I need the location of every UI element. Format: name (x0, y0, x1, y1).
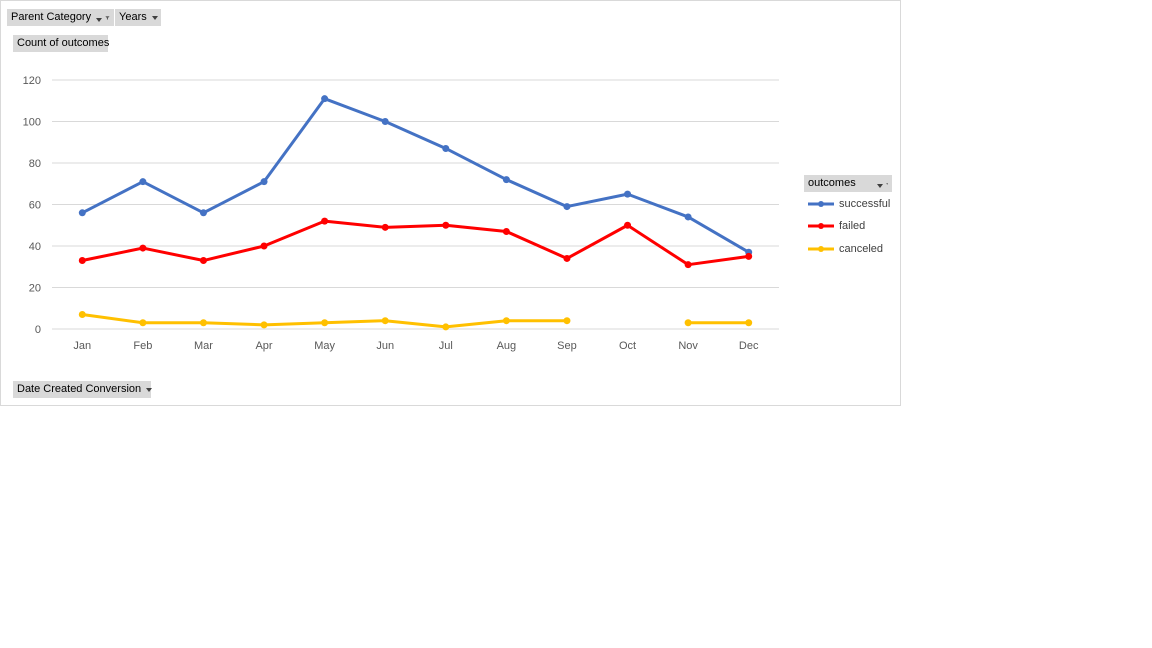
data-point-canceled (381, 317, 389, 325)
x-tick-label: Mar (194, 340, 213, 352)
y-tick-label: 100 (23, 117, 41, 129)
data-point-successful (260, 178, 268, 186)
line-chart-plot: 0 20 40 60 80 100 120 Jan Feb Mar Apr May Jun Jul Aug S… (23, 75, 779, 352)
legend-label-successful: successful (839, 198, 891, 210)
data-point-canceled (321, 319, 329, 327)
x-tick-label: Jan (73, 340, 91, 352)
data-point-canceled (745, 319, 753, 327)
data-point-failed (502, 227, 510, 235)
axis-field-button[interactable]: Date Created Conversion (13, 381, 153, 398)
series-line-failed (80, 219, 751, 267)
pivot-chart: Parent Category Years Count of outcomes … (0, 0, 901, 406)
parent-category-filter-button[interactable]: Parent Category (7, 9, 114, 26)
data-point-successful (78, 209, 86, 217)
data-point-successful (502, 176, 510, 184)
dropdown-arrow-icon (146, 387, 153, 392)
x-tick-label: Jun (376, 340, 394, 352)
data-point-successful (199, 209, 207, 217)
legend-label-failed: failed (839, 220, 866, 232)
data-point-failed (624, 221, 632, 229)
data-point-successful (684, 213, 692, 221)
data-point-failed (321, 217, 329, 225)
data-point-failed (260, 242, 268, 250)
data-point-failed (563, 254, 571, 262)
data-point-failed (442, 221, 450, 229)
legend-marker-failed (808, 223, 834, 229)
data-point-successful (624, 190, 632, 198)
x-tick-label: Jul (439, 340, 453, 352)
x-tick-label: Oct (619, 340, 636, 352)
x-tick-label: Feb (133, 340, 152, 352)
x-tick-label: Sep (557, 340, 577, 352)
years-label: Years (119, 11, 147, 23)
y-tick-label: 80 (29, 158, 41, 170)
data-point-successful (442, 144, 450, 152)
data-point-successful (563, 203, 571, 211)
dropdown-arrow-icon (151, 15, 158, 20)
data-point-canceled (684, 319, 692, 327)
filter-icon (105, 15, 110, 20)
x-tick-label: Apr (255, 340, 272, 352)
dropdown-arrow-icon (876, 184, 883, 188)
data-point-failed (745, 252, 753, 260)
dropdown-arrow-icon (96, 18, 103, 22)
data-point-canceled (78, 310, 86, 318)
data-point-successful (139, 178, 147, 186)
y-tick-label: 60 (29, 200, 41, 212)
parent-category-label: Parent Category (11, 11, 92, 23)
y-tick-label: 120 (23, 75, 41, 87)
y-tick-label: 20 (29, 283, 41, 295)
values-field-label: Count of outcomes (17, 37, 110, 49)
data-point-canceled (502, 317, 510, 325)
data-point-canceled (260, 321, 268, 329)
legend-field-label: outcomes (808, 177, 856, 189)
data-point-failed (139, 244, 147, 252)
data-point-successful (381, 118, 389, 125)
x-tick-label: May (314, 340, 335, 352)
legend-item-successful: successful (807, 197, 890, 211)
data-point-canceled (139, 319, 147, 327)
data-point-failed (684, 261, 692, 269)
legend-item-canceled: canceled (807, 242, 883, 256)
series-line-successful (80, 97, 751, 254)
y-tick-label: 0 (35, 324, 41, 336)
data-point-canceled (563, 317, 571, 325)
x-tick-label: Aug (497, 340, 517, 352)
legend-field-button[interactable]: outcomes (804, 175, 892, 192)
x-tick-label: Dec (739, 340, 759, 352)
values-field-button[interactable]: Count of outcomes (13, 35, 110, 52)
data-point-successful (321, 95, 329, 103)
data-point-canceled (199, 319, 207, 327)
data-point-failed (78, 257, 86, 265)
data-point-canceled (442, 323, 450, 331)
data-point-failed (381, 223, 389, 231)
data-point-failed (199, 257, 207, 265)
filter-icon (885, 182, 888, 185)
x-tick-label: Nov (678, 340, 698, 352)
y-tick-label: 40 (29, 241, 41, 253)
legend-marker-successful (808, 201, 834, 207)
axis-field-label: Date Created Conversion (17, 383, 142, 395)
years-filter-button[interactable]: Years (115, 9, 161, 26)
legend-marker-canceled (808, 246, 834, 252)
legend-item-failed: failed (807, 219, 865, 233)
legend-label-canceled: canceled (839, 243, 884, 255)
